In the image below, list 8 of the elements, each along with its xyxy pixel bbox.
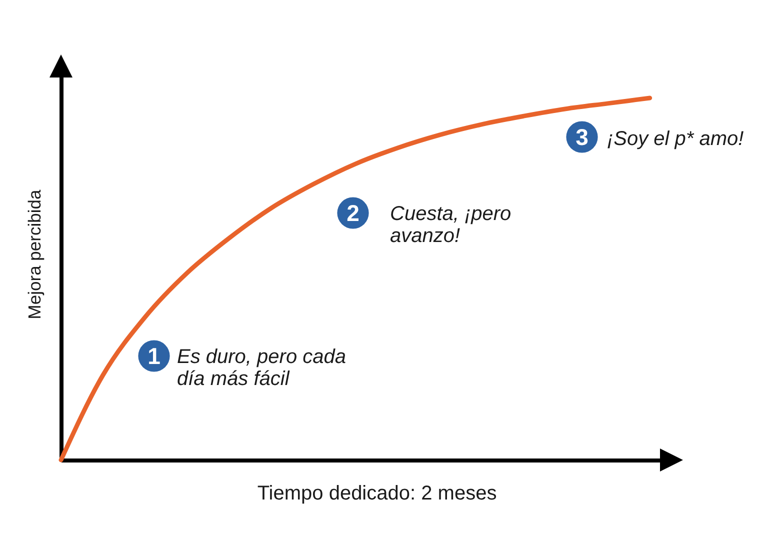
annotation: 1 [148, 343, 161, 369]
annotation: 2 [346, 200, 360, 226]
annotation: 3 [576, 124, 588, 150]
y-axis-title: Mejora percibida [24, 190, 44, 320]
annotation: Cuesta, ¡pero avanzo! [390, 203, 512, 247]
annotation: ¡Soy el p* amo! [607, 128, 744, 150]
annotation: Es duro, pero cada día más fácil [177, 346, 346, 390]
x-axis-title: Tiempo dedicado: 2 meses [257, 482, 497, 504]
